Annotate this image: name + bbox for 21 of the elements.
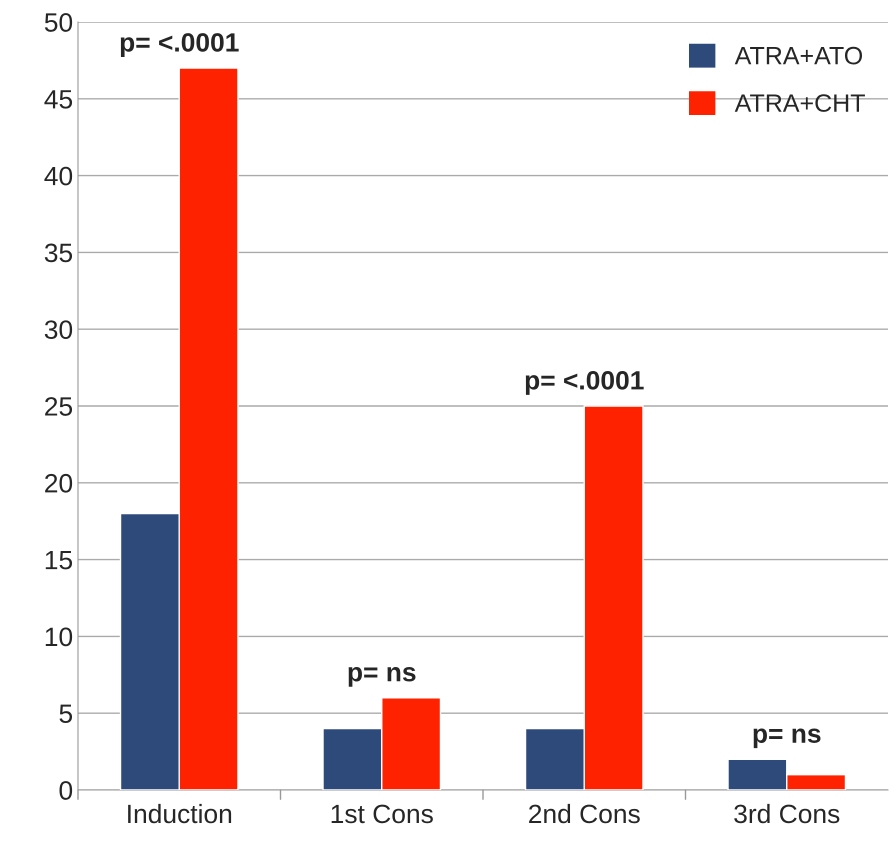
- y-tick-label: 0: [59, 781, 72, 800]
- annotation: p= ns: [754, 728, 820, 748]
- legend-label: ATRA+ATO: [734, 46, 862, 64]
- y-tick-label: 30: [44, 320, 72, 340]
- annotation: p= ns: [348, 667, 416, 687]
- y-tick-label: 10: [46, 628, 72, 646]
- annotation: p= <.0001: [526, 370, 644, 395]
- x-tick-label: 2nd Cons: [529, 804, 640, 824]
- x-tick-label: 3rd Cons: [734, 804, 840, 824]
- y-tick-label: 50: [44, 13, 72, 32]
- x-tick-label: 1st Cons: [332, 804, 433, 824]
- x-tick-label: Induction: [128, 804, 232, 824]
- y-tick-label: 45: [44, 90, 72, 109]
- y-tick-label: 35: [44, 244, 72, 262]
- y-tick-label: 5: [60, 704, 72, 724]
- y-tick-label: 40: [44, 166, 72, 186]
- y-tick-label: 25: [45, 397, 72, 416]
- y-tick-label: 15: [46, 551, 72, 570]
- y-tick-label: 20: [45, 474, 72, 493]
- annotation: p= <.0001: [120, 33, 239, 57]
- legend-label: ATRA+CHT: [734, 94, 865, 112]
